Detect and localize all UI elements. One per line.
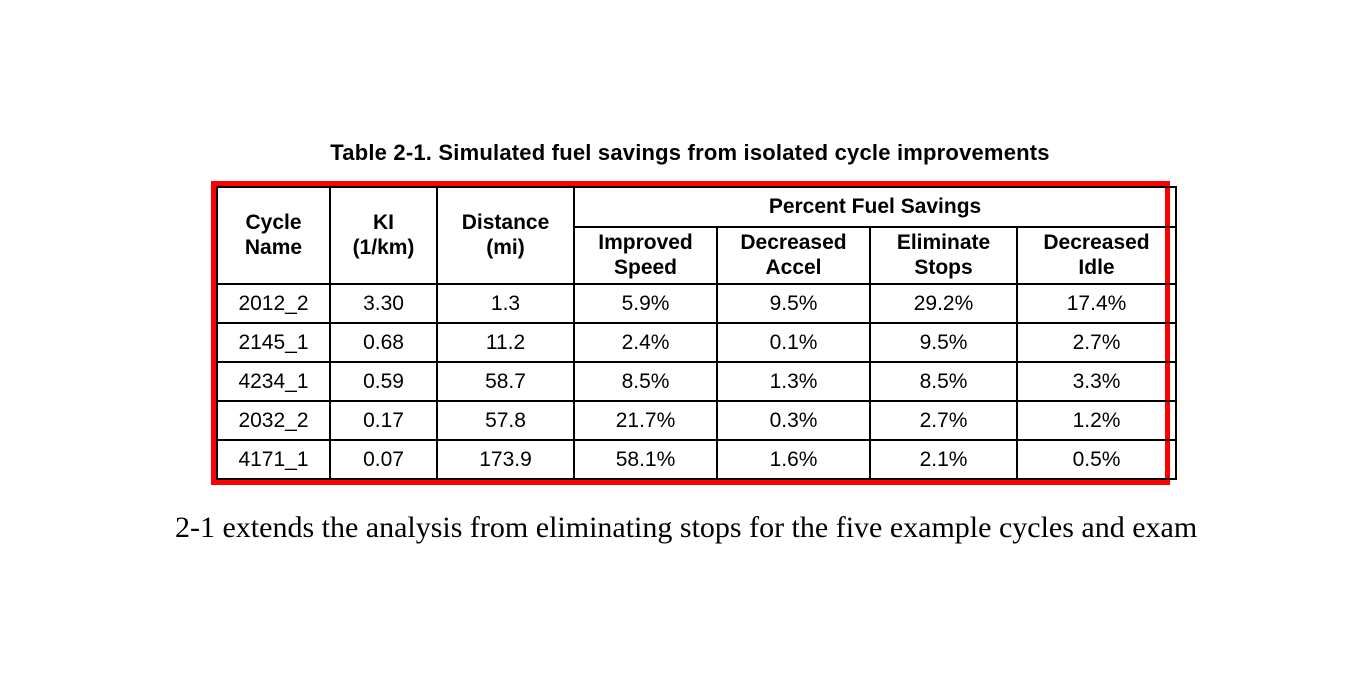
- cell-ki: 0.59: [329, 361, 438, 402]
- cell-cycle-name: 2032_2: [216, 400, 331, 441]
- cell-eliminate-stops: 8.5%: [869, 361, 1018, 402]
- cell-improved-speed: 2.4%: [573, 322, 718, 363]
- table-row: 2032_2 0.17 57.8 21.7% 0.3% 2.7% 1.2%: [216, 400, 1178, 441]
- table-row: 2012_2 3.30 1.3 5.9% 9.5% 29.2% 17.4%: [216, 283, 1178, 324]
- cell-improved-speed: 21.7%: [573, 400, 718, 441]
- cell-distance: 57.8: [436, 400, 575, 441]
- cell-improved-speed: 8.5%: [573, 361, 718, 402]
- table-caption: Table 2-1. Simulated fuel savings from i…: [330, 140, 1050, 165]
- cell-decreased-accel: 0.1%: [716, 322, 871, 363]
- cell-decreased-idle: 17.4%: [1015, 283, 1178, 324]
- col-header-eliminate-stops: Eliminate Stops: [869, 226, 1018, 285]
- cell-decreased-accel: 0.3%: [716, 400, 871, 441]
- cell-distance: 11.2: [436, 322, 575, 363]
- cell-cycle-name: 2012_2: [216, 283, 331, 324]
- cell-distance: 58.7: [436, 361, 575, 402]
- cell-decreased-idle: 2.7%: [1015, 322, 1178, 363]
- cell-eliminate-stops: 2.7%: [869, 400, 1018, 441]
- table-row: 4171_1 0.07 173.9 58.1% 1.6% 2.1% 0.5%: [216, 439, 1178, 480]
- body-text-fragment: 2-1 extends the analysis from eliminatin…: [175, 511, 1198, 544]
- cell-decreased-idle: 1.2%: [1015, 400, 1178, 441]
- col-header-decreased-accel: Decreased Accel: [716, 226, 871, 285]
- cell-distance: 173.9: [436, 439, 575, 480]
- cell-decreased-idle: 0.5%: [1015, 439, 1178, 480]
- col-header-ki: KI (1/km): [329, 186, 438, 285]
- fuel-savings-table: Cycle Name KI (1/km) Distance (mi) Perce…: [216, 186, 1178, 480]
- cell-improved-speed: 5.9%: [573, 283, 718, 324]
- table-red-highlight-border: Cycle Name KI (1/km) Distance (mi) Perce…: [211, 181, 1178, 485]
- cell-cycle-name: 4171_1: [216, 439, 331, 480]
- col-header-improved-speed: Improved Speed: [573, 226, 718, 285]
- header-row-group: Cycle Name KI (1/km) Distance (mi) Perce…: [216, 186, 1178, 285]
- cell-ki: 3.30: [329, 283, 438, 324]
- table-row: 2145_1 0.68 11.2 2.4% 0.1% 9.5% 2.7%: [216, 322, 1178, 363]
- col-header-decreased-idle: Decreased Idle: [1015, 226, 1178, 285]
- cell-distance: 1.3: [436, 283, 575, 324]
- cell-decreased-accel: 1.3%: [716, 361, 871, 402]
- col-group-header-percent-fuel-savings: Percent Fuel Savings: [572, 186, 1178, 228]
- table-row: 4234_1 0.59 58.7 8.5% 1.3% 8.5% 3.3%: [216, 361, 1178, 402]
- cell-ki: 0.07: [329, 439, 438, 480]
- header-row-sub: Improved Speed Decreased Accel Eliminate…: [217, 226, 1178, 285]
- cell-decreased-accel: 1.6%: [716, 439, 871, 480]
- cell-eliminate-stops: 29.2%: [869, 283, 1018, 324]
- cell-eliminate-stops: 2.1%: [869, 439, 1018, 480]
- cell-improved-speed: 58.1%: [573, 439, 718, 480]
- cell-cycle-name: 4234_1: [216, 361, 331, 402]
- cell-decreased-accel: 9.5%: [716, 283, 871, 324]
- cell-cycle-name: 2145_1: [216, 322, 331, 363]
- cell-ki: 0.17: [329, 400, 438, 441]
- cell-eliminate-stops: 9.5%: [869, 322, 1018, 363]
- cell-ki: 0.68: [329, 322, 438, 363]
- col-header-cycle-name: Cycle Name: [216, 186, 331, 285]
- cell-decreased-idle: 3.3%: [1015, 361, 1178, 402]
- col-header-distance: Distance (mi): [436, 186, 575, 285]
